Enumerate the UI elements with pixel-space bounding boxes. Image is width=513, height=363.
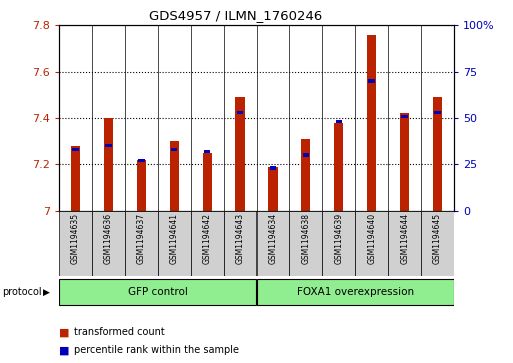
- Bar: [400, 113, 409, 211]
- Text: GSM1194640: GSM1194640: [367, 213, 376, 264]
- Bar: [401, 114, 408, 118]
- Text: GDS4957 / ILMN_1760246: GDS4957 / ILMN_1760246: [149, 9, 323, 22]
- FancyBboxPatch shape: [322, 211, 355, 276]
- Text: protocol: protocol: [3, 287, 42, 297]
- FancyBboxPatch shape: [125, 211, 157, 276]
- FancyBboxPatch shape: [289, 211, 322, 276]
- Bar: [368, 79, 375, 82]
- Text: GSM1194639: GSM1194639: [334, 213, 343, 264]
- Text: ▶: ▶: [43, 288, 49, 297]
- FancyBboxPatch shape: [388, 211, 421, 276]
- Bar: [303, 154, 309, 156]
- FancyBboxPatch shape: [356, 211, 388, 276]
- Text: GSM1194644: GSM1194644: [400, 213, 409, 264]
- Text: transformed count: transformed count: [74, 327, 165, 337]
- Text: GSM1194634: GSM1194634: [268, 213, 278, 264]
- Bar: [334, 123, 343, 211]
- Text: GSM1194642: GSM1194642: [203, 213, 212, 264]
- Bar: [433, 97, 442, 211]
- FancyBboxPatch shape: [224, 211, 256, 276]
- Text: GSM1194645: GSM1194645: [433, 213, 442, 264]
- Bar: [301, 139, 310, 211]
- FancyBboxPatch shape: [256, 279, 454, 305]
- Bar: [171, 148, 177, 151]
- Text: ■: ■: [59, 345, 69, 355]
- FancyBboxPatch shape: [191, 211, 224, 276]
- FancyBboxPatch shape: [421, 211, 454, 276]
- FancyBboxPatch shape: [158, 211, 191, 276]
- FancyBboxPatch shape: [59, 279, 256, 305]
- FancyBboxPatch shape: [92, 211, 125, 276]
- Text: GSM1194641: GSM1194641: [170, 213, 179, 264]
- FancyBboxPatch shape: [256, 211, 289, 276]
- Text: GSM1194643: GSM1194643: [235, 213, 245, 264]
- Bar: [105, 144, 112, 147]
- Bar: [235, 97, 245, 211]
- Bar: [170, 141, 179, 211]
- Bar: [270, 166, 276, 170]
- Text: ■: ■: [59, 327, 69, 337]
- Text: FOXA1 overexpression: FOXA1 overexpression: [297, 287, 414, 297]
- Text: GSM1194636: GSM1194636: [104, 213, 113, 264]
- Bar: [104, 118, 113, 211]
- FancyBboxPatch shape: [59, 211, 92, 276]
- Text: percentile rank within the sample: percentile rank within the sample: [74, 345, 240, 355]
- Text: GFP control: GFP control: [128, 287, 188, 297]
- Bar: [203, 153, 212, 211]
- Bar: [435, 111, 441, 114]
- Text: GSM1194635: GSM1194635: [71, 213, 80, 264]
- Bar: [237, 111, 243, 114]
- Bar: [71, 146, 80, 211]
- Bar: [336, 120, 342, 123]
- Text: GSM1194637: GSM1194637: [137, 213, 146, 264]
- Bar: [367, 35, 377, 211]
- Bar: [204, 150, 210, 153]
- Text: GSM1194638: GSM1194638: [301, 213, 310, 264]
- Bar: [268, 167, 278, 211]
- Bar: [138, 159, 145, 162]
- Bar: [136, 160, 146, 211]
- Bar: [72, 148, 78, 151]
